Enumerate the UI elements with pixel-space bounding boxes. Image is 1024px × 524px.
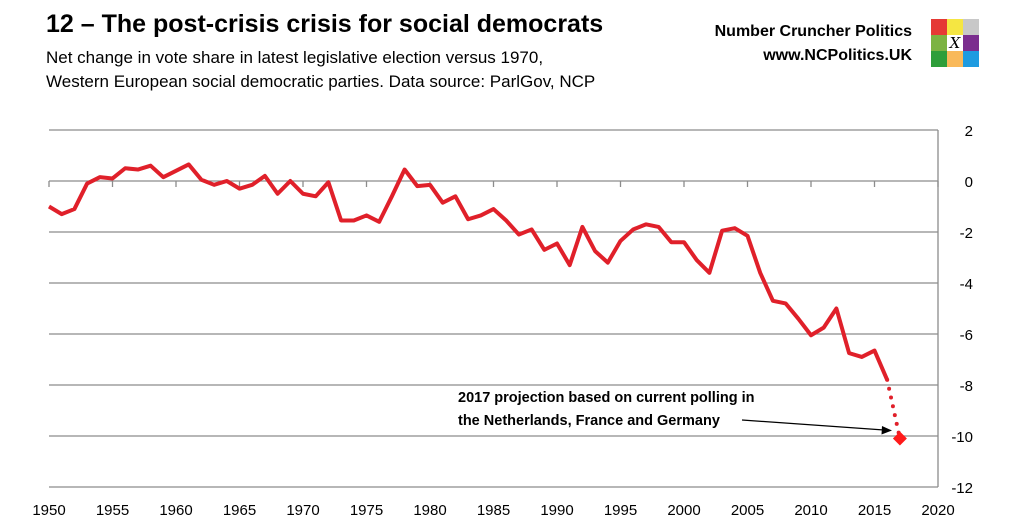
y-tick-label: -2 [960, 225, 973, 242]
x-tick-label: 1965 [223, 502, 256, 519]
x-tick-label: 2010 [794, 502, 827, 519]
projection-marker [892, 431, 907, 446]
x-tick-label: 1955 [96, 502, 129, 519]
annotation-arrow [741, 419, 885, 431]
ncp-logo: X [931, 19, 979, 67]
chart-subtitle: Net change in vote share in latest legis… [46, 46, 595, 94]
x-tick-label: 1980 [413, 502, 446, 519]
annotation-line-1: 2017 projection based on current polling… [458, 390, 755, 406]
logo-cell [963, 35, 979, 51]
y-tick-label: -4 [960, 276, 973, 293]
x-tick-label: 2000 [667, 502, 700, 519]
y-tick-label: 0 [965, 174, 973, 191]
projection-dotted-line [885, 377, 902, 441]
logo-cell [947, 19, 963, 35]
subtitle-line-1: Net change in vote share in latest legis… [46, 48, 544, 67]
y-tick-label: 2 [965, 123, 973, 140]
logo-cell [931, 19, 947, 35]
logo-cell [963, 19, 979, 35]
logo-cell [931, 51, 947, 67]
x-tick-label: 2015 [858, 502, 891, 519]
brand-url: www.NCPolitics.UK [763, 47, 912, 64]
x-tick-label: 1995 [604, 502, 637, 519]
brand-name: Number Cruncher Politics [714, 23, 912, 40]
x-tick-label: 2005 [731, 502, 764, 519]
y-tick-label: -10 [951, 429, 973, 446]
x-tick-label: 1990 [540, 502, 573, 519]
x-tick-label: 1970 [286, 502, 319, 519]
brand: Number Cruncher Politics www.NCPolitics.… [715, 20, 912, 68]
y-tick-label: -6 [960, 327, 973, 344]
y-tick-label: -12 [951, 480, 973, 497]
chart-title: 12 – The post-crisis crisis for social d… [46, 10, 604, 38]
x-tick-label: 1985 [477, 502, 510, 519]
annotation-line-2: the Netherlands, France and Germany [458, 413, 720, 429]
y-tick-label: -8 [960, 378, 973, 395]
vote-share-line [47, 162, 890, 381]
x-tick-label: 2020 [921, 502, 954, 519]
logo-cell [947, 51, 963, 67]
arrow-head-icon [881, 426, 892, 435]
x-tick-label: 1975 [350, 502, 383, 519]
logo-cell: X [947, 35, 963, 51]
x-tick-label: 1960 [159, 502, 192, 519]
subtitle-line-2: Western European social democratic parti… [46, 72, 596, 91]
logo-cell [963, 51, 979, 67]
x-tick-label: 1950 [32, 502, 65, 519]
logo-cell [931, 35, 947, 51]
